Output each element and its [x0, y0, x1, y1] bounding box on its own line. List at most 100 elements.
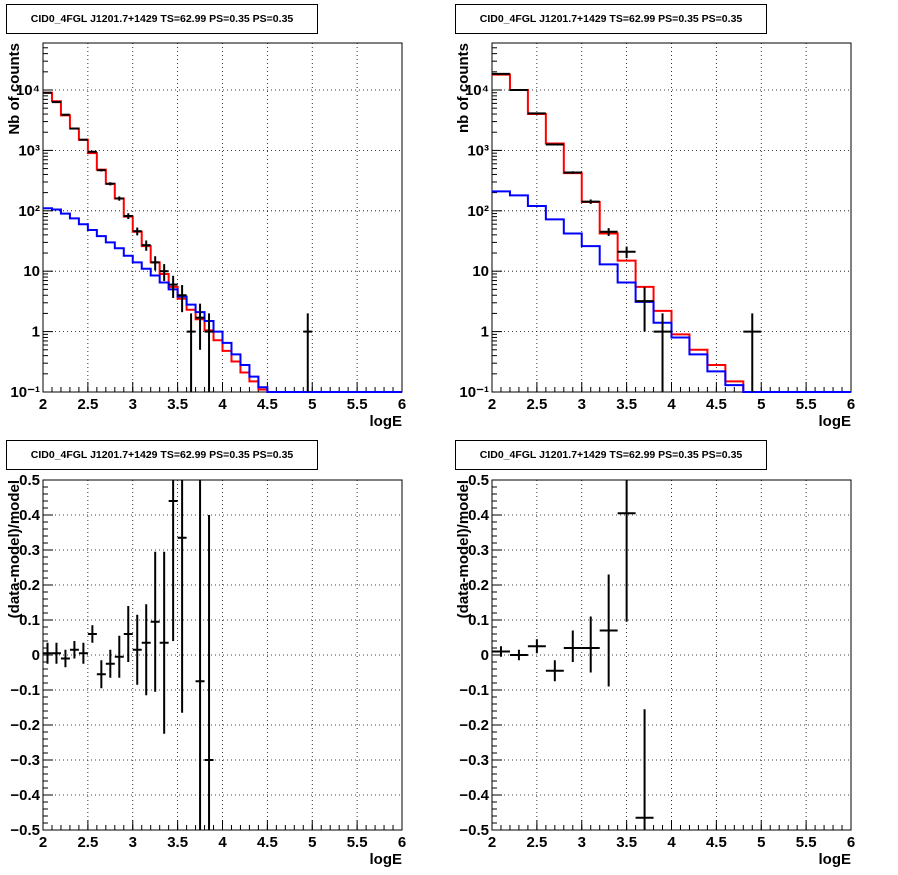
x-tick-label: 6	[847, 396, 855, 413]
x-axis-title: logE	[819, 851, 852, 868]
x-tick-label: 2.5	[526, 396, 547, 413]
y-tick-label: 10³	[467, 142, 489, 159]
data-point	[635, 709, 654, 830]
data-point	[159, 264, 169, 281]
y-tick-label: 10³	[18, 142, 40, 159]
y-tick-label: 0.4	[468, 507, 490, 524]
y-tick-label: 10⁴	[16, 82, 40, 99]
y-tick-label: −0.1	[10, 682, 40, 699]
data-point	[132, 614, 142, 685]
data-point	[617, 246, 636, 259]
data-point	[204, 313, 214, 392]
panel-0: 2 2.5 3 3.5 4 4.5 5 5.5 6 10⁻¹ 1 10 10² 10³ 10⁴ logE Nb …	[6, 42, 406, 430]
x-tick-label: 2.5	[77, 396, 98, 413]
data-point	[177, 480, 187, 713]
data-point	[51, 101, 61, 104]
x-tick-label: 3	[129, 834, 137, 851]
data-point	[69, 641, 79, 659]
data-point	[653, 313, 672, 392]
data-point	[743, 313, 762, 392]
y-tick-label: 10⁻¹	[10, 384, 40, 401]
y-tick-label: −0.1	[459, 682, 489, 699]
data-point	[599, 228, 618, 236]
panel-3: 2 2.5 3 3.5 4 4.5 5 5.5 6 −0.5 −0.4 −0.3 −0.2 −0.1 0 0.…	[455, 472, 855, 868]
data-point	[123, 606, 133, 662]
data-point	[105, 182, 115, 186]
x-tick-label: 4	[218, 396, 227, 413]
data-point	[60, 649, 70, 668]
y-tick-label: 0.3	[19, 542, 40, 559]
data-point	[545, 660, 564, 682]
data-point	[43, 642, 52, 664]
y-tick-label: 0.4	[19, 507, 41, 524]
panel-2: 2 2.5 3 3.5 4 4.5 5 5.5 6 −0.5 −0.4 −0.3 −0.2 −0.1 0 0.…	[6, 472, 406, 868]
data-point	[78, 642, 88, 664]
data-point	[492, 646, 510, 657]
data-point	[114, 635, 124, 678]
x-tick-label: 3.5	[167, 396, 188, 413]
data-point	[599, 574, 618, 687]
x-tick-label: 5.5	[347, 396, 368, 413]
data-point	[545, 143, 564, 146]
data-point	[527, 112, 546, 115]
y-tick-label: 10²	[467, 203, 489, 220]
y-tick-label: 0.3	[468, 542, 489, 559]
y-tick-label: 1	[32, 324, 40, 341]
x-tick-label: 2.5	[77, 834, 98, 851]
x-tick-label: 4	[218, 834, 227, 851]
data-point	[78, 138, 88, 141]
x-axis-title: logE	[370, 413, 403, 430]
x-tick-label: 5	[757, 396, 765, 413]
y-tick-label: 0	[481, 647, 489, 664]
series-0-step-line	[43, 91, 402, 393]
panel-title-2: CID0_4FGL J1201.7+1429 TS=62.99 PS=0.35 …	[6, 440, 318, 470]
x-tick-label: 5	[308, 396, 316, 413]
x-tick-label: 2	[488, 834, 496, 851]
x-tick-label: 2.5	[526, 834, 547, 851]
y-tick-label: 0.1	[468, 612, 489, 629]
x-tick-label: 2	[488, 396, 496, 413]
y-tick-label: −0.3	[10, 752, 40, 769]
data-point	[51, 642, 61, 664]
data-point	[159, 551, 169, 734]
y-tick-label: 10⁻¹	[459, 384, 489, 401]
x-tick-label: 5.5	[796, 396, 817, 413]
x-tick-label: 3	[578, 834, 586, 851]
data-point	[132, 227, 142, 236]
data-point	[87, 150, 97, 153]
x-tick-label: 3.5	[616, 396, 637, 413]
series-1-step-line	[43, 207, 402, 393]
y-tick-label: −0.3	[459, 752, 489, 769]
y-tick-label: 0.5	[19, 472, 40, 489]
data-point	[114, 196, 124, 201]
y-tick-label: 10	[23, 263, 40, 280]
data-point	[527, 639, 546, 654]
y-axis-title: nb of counts	[455, 43, 472, 133]
data-point	[581, 199, 600, 204]
y-tick-label: −0.5	[10, 822, 40, 839]
x-tick-label: 2	[39, 834, 47, 851]
data-point	[617, 480, 636, 622]
x-tick-label: 5.5	[796, 834, 817, 851]
data-point	[60, 113, 70, 116]
data-point	[150, 551, 160, 692]
x-tick-label: 4	[667, 834, 676, 851]
data-point	[141, 604, 151, 696]
x-tick-label: 2	[39, 396, 47, 413]
data-point	[563, 171, 582, 174]
y-tick-label: 10²	[18, 203, 40, 220]
data-point	[581, 616, 600, 673]
data-point	[168, 480, 178, 641]
data-point	[43, 91, 52, 94]
panel-title-0: CID0_4FGL J1201.7+1429 TS=62.99 PS=0.35 …	[6, 4, 318, 34]
y-axis-title: (data-model)/model	[6, 480, 23, 618]
y-tick-label: 10⁴	[465, 82, 489, 99]
y-tick-label: 10	[472, 263, 489, 280]
x-tick-label: 4	[667, 396, 676, 413]
x-tick-label: 3.5	[616, 834, 637, 851]
y-axis-title: Nb of counts	[6, 43, 23, 135]
panel-title-3: CID0_4FGL J1201.7+1429 TS=62.99 PS=0.35 …	[455, 440, 767, 470]
x-tick-label: 6	[398, 396, 406, 413]
y-tick-label: 0.2	[19, 577, 40, 594]
